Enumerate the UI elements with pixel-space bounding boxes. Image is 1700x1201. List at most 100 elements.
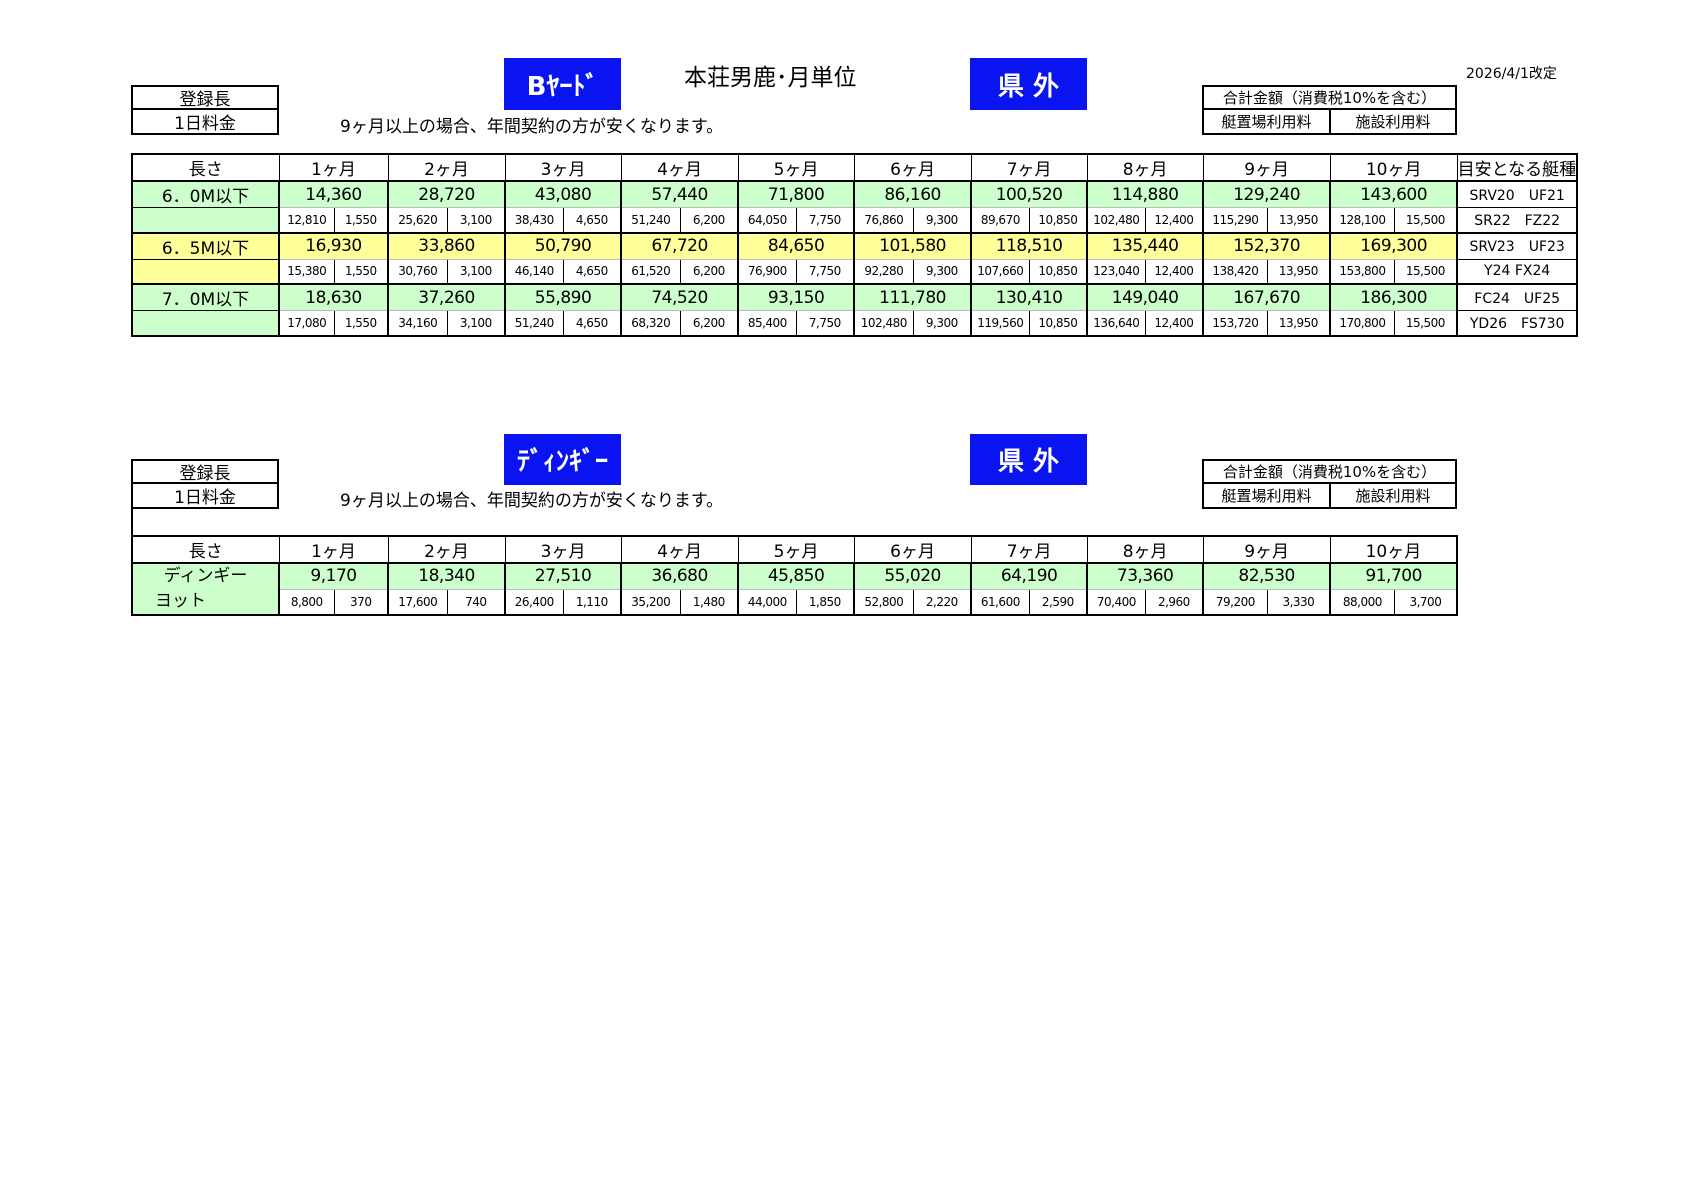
total-fee: 14,360 xyxy=(277,180,389,208)
legend-daily-fee-2: 1日料金 xyxy=(174,488,236,508)
table-header-row: 長さ 1ヶ月 2ヶ月 3ヶ月 4ヶ月 5ヶ月 6ヶ月 7ヶ月 8ヶ月 9ヶ月 10ヶ月 xyxy=(131,535,1458,564)
table-header-row: 長さ 1ヶ月 2ヶ月 3ヶ月 4ヶ月 5ヶ月 6ヶ月 7ヶ月 8ヶ月 9ヶ月 10ヶ月 目安となる艇種 xyxy=(131,153,1578,182)
total-fee: 100,520 xyxy=(970,180,1088,208)
mooring-fee: 34,160 xyxy=(387,310,448,337)
table-row-total: 6．0M以下 14,360 28,720 43,080 57,440 71,800 86,1… xyxy=(131,180,1578,208)
revision-date: 2026/4/1改定 xyxy=(1466,66,1557,82)
total-fee: 36,680 xyxy=(620,562,739,590)
header-month: 9ヶ月 xyxy=(1202,153,1331,182)
header-month: 5ヶ月 xyxy=(737,153,855,182)
facility-fee: 1,850 xyxy=(795,588,855,616)
facility-fee: 9,300 xyxy=(912,207,972,234)
header-month: 10ヶ月 xyxy=(1329,535,1458,564)
total-fee: 71,800 xyxy=(737,180,855,208)
header-month: 1ヶ月 xyxy=(278,153,389,182)
header-month: 1ヶ月 xyxy=(278,535,389,564)
header-month: 2ヶ月 xyxy=(387,535,506,564)
total-fee: 27,510 xyxy=(504,562,622,590)
total-fee: 67,720 xyxy=(620,232,739,260)
mooring-fee: 128,100 xyxy=(1329,207,1395,234)
total-fee: 45,850 xyxy=(737,562,855,590)
mooring-fee: 170,800 xyxy=(1329,310,1395,337)
header-model: 目安となる艇種 xyxy=(1456,153,1578,182)
facility-fee: 3,700 xyxy=(1393,588,1458,616)
facility-fee: 3,100 xyxy=(446,207,506,234)
total-fee: 55,890 xyxy=(504,283,622,311)
mooring-fee: 25,620 xyxy=(387,207,448,234)
header-month: 7ヶ月 xyxy=(970,153,1088,182)
length-cell-blank xyxy=(131,258,280,285)
total-fee: 169,300 xyxy=(1329,232,1458,260)
model-name: YD26 FS730 xyxy=(1456,310,1578,337)
table-row-breakdown: 8,800 370 17,600 740 26,400 1,110 35,200 1,480 4… xyxy=(132,588,1458,616)
mooring-fee: 102,480 xyxy=(853,310,914,337)
legend-box-2: 登録長 1日料金 xyxy=(131,459,279,509)
mooring-fee: 61,520 xyxy=(620,258,681,285)
mooring-fee: 89,670 xyxy=(970,207,1030,234)
header-month: 6ヶ月 xyxy=(853,153,972,182)
length-cell: 6．0M以下 xyxy=(131,180,280,208)
header-month: 2ヶ月 xyxy=(387,153,506,182)
facility-fee: 15,500 xyxy=(1393,207,1458,234)
length-cell: 6．5M以下 xyxy=(131,232,280,259)
total-fee: 55,020 xyxy=(853,562,972,590)
length-label: ディンギー xyxy=(163,566,248,586)
total-fee: 86,160 xyxy=(853,180,972,208)
total-fee: 101,580 xyxy=(853,232,972,260)
facility-fee: 13,950 xyxy=(1266,258,1331,285)
model-name: FC24 UF25 xyxy=(1456,283,1578,311)
model-name: Y24 FX24 xyxy=(1456,258,1578,285)
facility-fee: 9,300 xyxy=(912,310,972,337)
length-cell-blank xyxy=(131,310,280,337)
header-month: 4ヶ月 xyxy=(620,153,739,182)
total-fee: 167,670 xyxy=(1202,283,1331,311)
total-fee: 28,720 xyxy=(387,180,506,208)
total-fee: 64,190 xyxy=(970,562,1088,590)
total-fee: 91,700 xyxy=(1329,562,1458,590)
facility-fee: 370 xyxy=(333,588,389,616)
header-month: 9ヶ月 xyxy=(1202,535,1331,564)
total-fee: 33,860 xyxy=(387,232,506,260)
frame-line xyxy=(131,507,133,537)
total-fee: 129,240 xyxy=(1202,180,1331,208)
header-month: 8ヶ月 xyxy=(1086,535,1204,564)
total-fee: 111,780 xyxy=(853,283,972,311)
annual-contract-note-2: 9ヶ月以上の場合、年間契約の方が安くなります。 xyxy=(340,491,724,511)
total-fee: 143,600 xyxy=(1329,180,1458,208)
header-month: 3ヶ月 xyxy=(504,535,622,564)
header-month: 3ヶ月 xyxy=(504,153,622,182)
facility-fee: 6,200 xyxy=(679,207,739,234)
length-cell: 7．0M以下 xyxy=(131,283,280,311)
facility-fee: 4,650 xyxy=(562,258,622,285)
mooring-fee: 26,400 xyxy=(504,588,564,616)
header-length: 長さ xyxy=(131,153,280,182)
total-fee: 135,440 xyxy=(1086,232,1204,260)
header-month: 7ヶ月 xyxy=(970,535,1088,564)
mooring-fee: 70,400 xyxy=(1086,588,1146,616)
annual-contract-note: 9ヶ月以上の場合、年間契約の方が安くなります。 xyxy=(340,117,724,137)
total-fee: 93,150 xyxy=(737,283,855,311)
mooring-fee: 92,280 xyxy=(853,258,914,285)
mooring-fee: 102,480 xyxy=(1086,207,1146,234)
mooring-fee: 107,660 xyxy=(970,258,1030,285)
length-label: ヨット xyxy=(155,591,206,611)
header-month: 8ヶ月 xyxy=(1086,153,1204,182)
mooring-fee: 61,600 xyxy=(970,588,1030,616)
facility-fee: 10,850 xyxy=(1028,207,1088,234)
facility-fee: 13,950 xyxy=(1266,310,1331,337)
total-fee: 18,630 xyxy=(277,283,389,311)
mooring-fee-label-2: 艇置場利用料 xyxy=(1204,484,1331,507)
length-cell: ディンギーヨット xyxy=(131,562,280,616)
facility-fee: 1,550 xyxy=(333,258,389,285)
facility-fee: 10,850 xyxy=(1028,258,1088,285)
facility-fee: 2,590 xyxy=(1028,588,1088,616)
total-fee: 186,300 xyxy=(1329,283,1458,311)
model-name: SR22 FZ22 xyxy=(1456,207,1578,234)
total-label-2: 合計金額（消費税10%を含む） xyxy=(1204,461,1455,484)
total-legend-box-2: 合計金額（消費税10%を含む） 艇置場利用料 施設利用料 xyxy=(1202,459,1457,509)
mooring-fee: 138,420 xyxy=(1202,258,1268,285)
model-name: SRV23 UF23 xyxy=(1456,232,1578,259)
mooring-fee: 88,000 xyxy=(1329,588,1395,616)
table-row-total: ディンギー ヨット 9,170 18,340 27,510 36,680 45,850 55,… xyxy=(131,562,1458,616)
legend-registered-length-2: 登録長 xyxy=(133,461,277,484)
